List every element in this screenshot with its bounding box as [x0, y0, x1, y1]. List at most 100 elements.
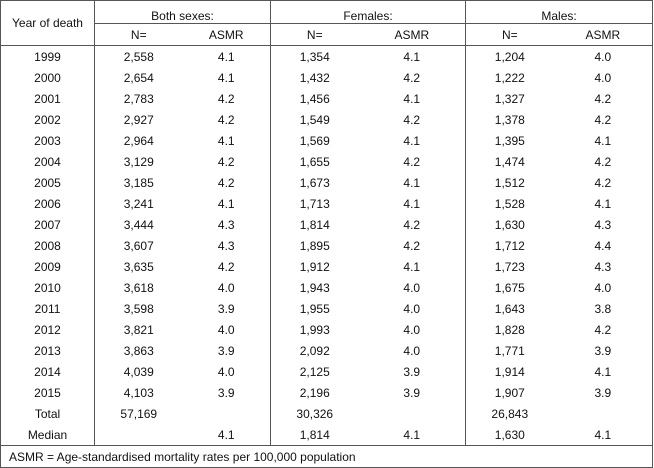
table-row: 2009 3,635 4.2 1,912 4.1 1,723 4.3 — [1, 256, 653, 277]
males-n-cell: 1,528 — [465, 193, 554, 214]
both-n-header: N= — [94, 23, 183, 46]
both-asmr-cell: 4.2 — [217, 175, 235, 190]
year-cell: 2008 — [34, 238, 61, 253]
females-asmr-cell: 4.2 — [403, 112, 421, 127]
males-asmr-cell: 4.1 — [594, 427, 612, 442]
year-cell: 2014 — [34, 364, 61, 379]
females-asmr-cell: 4.1 — [403, 91, 421, 106]
males-asmr-cell: 4.0 — [594, 70, 612, 85]
table-body: 1999 2,558 4.1 1,354 4.1 1,204 4.0 2000 2,654 4.1… — [1, 45, 653, 446]
females-n-cell: 1,569 — [270, 130, 359, 151]
females-n-cell: 1,993 — [270, 319, 359, 340]
females-n-cell: 1,549 — [270, 109, 359, 130]
females-n-cell: 1,912 — [270, 256, 359, 277]
both-n-cell: 2,783 — [94, 88, 183, 109]
table-row: 2003 2,964 4.1 1,569 4.1 1,395 4.1 — [1, 130, 653, 151]
females-n-cell: 1,655 — [270, 151, 359, 172]
males-n-cell: 1,723 — [465, 256, 554, 277]
year-cell: 2007 — [34, 217, 61, 232]
year-cell: 2002 — [34, 112, 61, 127]
year-cell: 2012 — [34, 322, 61, 337]
females-asmr-cell: 4.1 — [403, 259, 421, 274]
males-n-header: N= — [465, 23, 554, 46]
both-n-cell: 3,444 — [94, 214, 183, 235]
both-asmr-cell: 3.9 — [217, 343, 235, 358]
year-cell: 2011 — [34, 301, 61, 316]
both-n-cell: 3,863 — [94, 340, 183, 361]
males-asmr-cell: 3.8 — [594, 301, 612, 316]
females-asmr-cell — [359, 403, 466, 424]
table-row: 2005 3,185 4.2 1,673 4.1 1,512 4.2 — [1, 172, 653, 193]
females-n-cell: 2,196 — [270, 382, 359, 403]
both-sexes-header: Both sexes: — [93, 0, 271, 24]
both-n-cell: 3,635 — [94, 256, 183, 277]
table-row: 2008 3,607 4.3 1,895 4.2 1,712 4.4 — [1, 235, 653, 256]
males-asmr-cell: 4.2 — [594, 112, 612, 127]
females-n-header: N= — [270, 23, 359, 46]
males-n-cell: 1,222 — [465, 67, 554, 88]
year-cell: 2010 — [34, 280, 61, 295]
females-n-cell: 2,092 — [270, 340, 359, 361]
year-cell: Median — [27, 427, 68, 442]
year-cell: Total — [34, 406, 61, 421]
both-n-cell: 2,964 — [94, 130, 183, 151]
males-asmr-cell: 4.4 — [594, 238, 612, 253]
males-asmr-cell: 4.3 — [594, 217, 612, 232]
females-asmr-cell: 3.9 — [403, 364, 421, 379]
males-n-cell: 1,914 — [465, 361, 554, 382]
males-n-cell: 1,630 — [465, 214, 554, 235]
females-asmr-cell: 4.2 — [403, 217, 421, 232]
males-asmr-cell: 4.3 — [594, 259, 612, 274]
table-row: 2006 3,241 4.1 1,713 4.1 1,528 4.1 — [1, 193, 653, 214]
both-asmr-cell: 3.9 — [217, 385, 235, 400]
females-asmr-cell: 4.1 — [403, 427, 421, 442]
females-asmr-cell: 4.2 — [403, 238, 421, 253]
females-n-cell: 1,814 — [270, 424, 359, 446]
both-asmr-cell: 4.0 — [217, 364, 235, 379]
both-n-cell — [94, 424, 183, 446]
females-asmr-cell: 4.1 — [403, 175, 421, 190]
males-n-cell: 26,843 — [465, 403, 554, 424]
both-asmr-cell: 4.1 — [217, 70, 235, 85]
table-row: 2014 4,039 4.0 2,125 3.9 1,914 4.1 — [1, 361, 653, 382]
females-asmr-cell: 3.9 — [403, 385, 421, 400]
both-asmr-cell: 4.3 — [217, 217, 235, 232]
males-asmr-cell: 4.2 — [594, 175, 612, 190]
table-row: 2013 3,863 3.9 2,092 4.0 1,771 3.9 — [1, 340, 653, 361]
table-row: Median 4.1 1,814 4.1 1,630 4.1 — [1, 424, 653, 446]
females-asmr-cell: 4.1 — [403, 196, 421, 211]
both-n-cell: 3,185 — [94, 172, 183, 193]
females-asmr-cell: 4.1 — [403, 49, 421, 64]
males-asmr-cell: 3.9 — [594, 385, 612, 400]
year-header-label: Year of death — [12, 16, 83, 30]
year-cell: 1999 — [34, 49, 61, 64]
year-cell: 2000 — [34, 70, 61, 85]
females-asmr-cell: 4.0 — [403, 343, 421, 358]
both-n-cell: 3,607 — [94, 235, 183, 256]
females-asmr-cell: 4.0 — [403, 301, 421, 316]
males-n-cell: 1,512 — [465, 172, 554, 193]
females-n-cell: 1,955 — [270, 298, 359, 319]
both-asmr-cell: 4.1 — [217, 196, 235, 211]
year-cell: 2013 — [34, 343, 61, 358]
males-n-cell: 1,675 — [465, 277, 554, 298]
females-n-cell: 1,814 — [270, 214, 359, 235]
both-n-cell: 57,169 — [94, 403, 183, 424]
both-n-cell: 2,927 — [94, 109, 183, 130]
table-row: 2011 3,598 3.9 1,955 4.0 1,643 3.8 — [1, 298, 653, 319]
table-row: 2012 3,821 4.0 1,993 4.0 1,828 4.2 — [1, 319, 653, 340]
males-n-cell: 1,828 — [465, 319, 554, 340]
both-n-cell: 3,821 — [94, 319, 183, 340]
table-row: 2001 2,783 4.2 1,456 4.1 1,327 4.2 — [1, 88, 653, 109]
table-row: 2002 2,927 4.2 1,549 4.2 1,378 4.2 — [1, 109, 653, 130]
year-cell: 2005 — [34, 175, 61, 190]
both-asmr-cell: 3.9 — [217, 301, 235, 316]
both-asmr-cell: 4.1 — [217, 49, 235, 64]
both-asmr-cell: 4.0 — [217, 280, 235, 295]
males-n-cell: 1,204 — [465, 45, 554, 67]
both-asmr-cell: 4.1 — [217, 133, 235, 148]
females-n-cell: 1,354 — [270, 45, 359, 67]
females-n-cell: 2,125 — [270, 361, 359, 382]
males-n-cell: 1,630 — [465, 424, 554, 446]
females-header: Females: — [270, 0, 466, 24]
